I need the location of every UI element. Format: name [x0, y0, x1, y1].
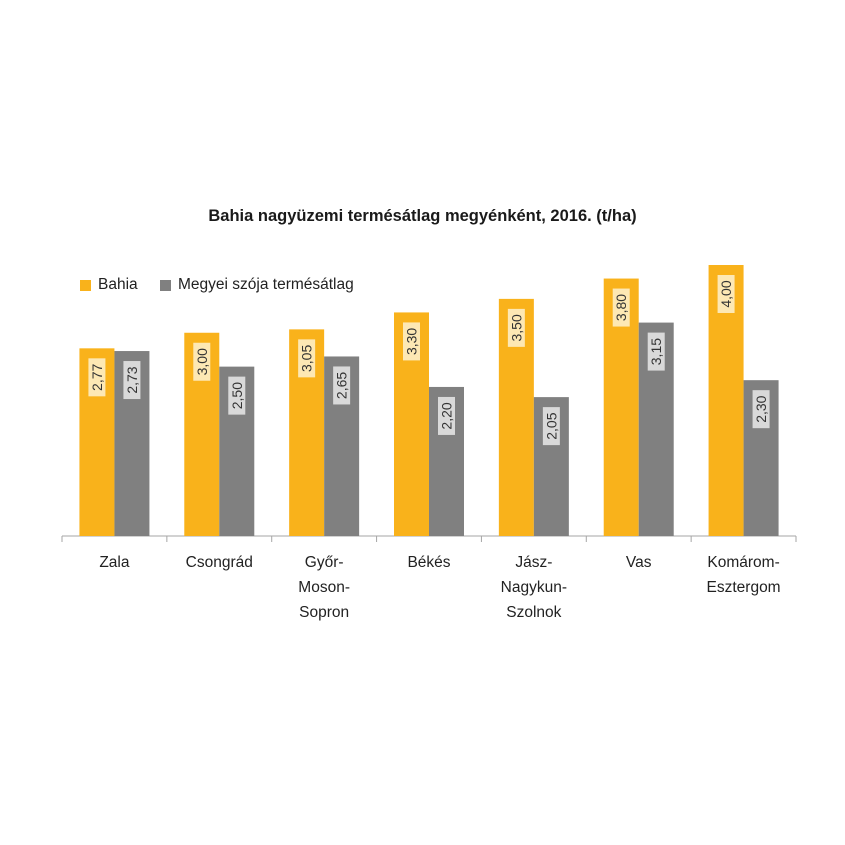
chart-title: Bahia nagyüzemi termésátlag megyénként, …: [208, 207, 637, 225]
x-tick-label: Nagykun-: [501, 579, 567, 596]
data-label-bahia: 3,80: [613, 294, 629, 321]
x-tick-label: Szolnok: [506, 604, 561, 621]
data-label-box-bahia: [507, 308, 525, 347]
data-label-bahia: 3,30: [404, 328, 420, 355]
data-label-megyei: 2,73: [124, 366, 140, 393]
x-tick-label: Sopron: [299, 604, 349, 621]
data-label-box-megyei: [752, 390, 770, 429]
data-label-box-bahia: [193, 342, 211, 381]
data-label-megyei: 2,20: [439, 402, 455, 429]
data-label-box-bahia: [88, 358, 106, 397]
x-tick-label: Békés: [407, 554, 450, 571]
x-tick-label: Komárom-: [707, 554, 779, 571]
data-label-box-bahia: [403, 322, 420, 361]
data-label-box-megyei: [333, 366, 351, 405]
data-label-box-megyei: [438, 396, 455, 435]
data-label-box-megyei: [542, 407, 560, 446]
legend-swatch-megyei: [160, 279, 171, 291]
data-label-box-bahia: [298, 339, 316, 378]
legend-label-megyei: Megyei szója termésátlag: [178, 276, 354, 293]
data-label-bahia: 3,00: [194, 348, 210, 375]
data-label-megyei: 2,05: [543, 412, 559, 439]
data-label-box-megyei: [647, 332, 665, 371]
data-label-megyei: 3,15: [648, 338, 664, 365]
data-label-bahia: 3,50: [508, 314, 524, 341]
legend-label-bahia: Bahia: [98, 276, 138, 293]
data-label-megyei: 2,65: [334, 372, 350, 399]
data-label-megyei: 2,30: [753, 395, 769, 422]
data-label-bahia: 4,00: [718, 280, 734, 307]
legend-item-bahia: Bahia: [80, 276, 138, 294]
x-tick-label: Vas: [626, 554, 652, 571]
x-tick-label: Jász-: [515, 554, 552, 571]
legend-swatch-bahia: [80, 279, 91, 291]
x-tick-label: Csongrád: [186, 554, 253, 571]
x-tick-label: Moson-: [298, 579, 350, 596]
data-label-bahia: 2,77: [89, 363, 105, 390]
data-label-bahia: 3,05: [299, 345, 315, 372]
data-label-box-bahia: [717, 275, 735, 313]
data-label-box-megyei: [123, 361, 141, 400]
x-tick-label: Esztergom: [707, 579, 781, 596]
x-tick-label: Győr-: [305, 554, 344, 571]
data-label-box-megyei: [228, 376, 246, 415]
legend-item-megyei: Megyei szója termésátlag: [160, 276, 354, 294]
data-label-box-bahia: [612, 288, 630, 327]
data-label-megyei: 2,50: [229, 382, 245, 409]
x-tick-label: Zala: [99, 554, 130, 571]
